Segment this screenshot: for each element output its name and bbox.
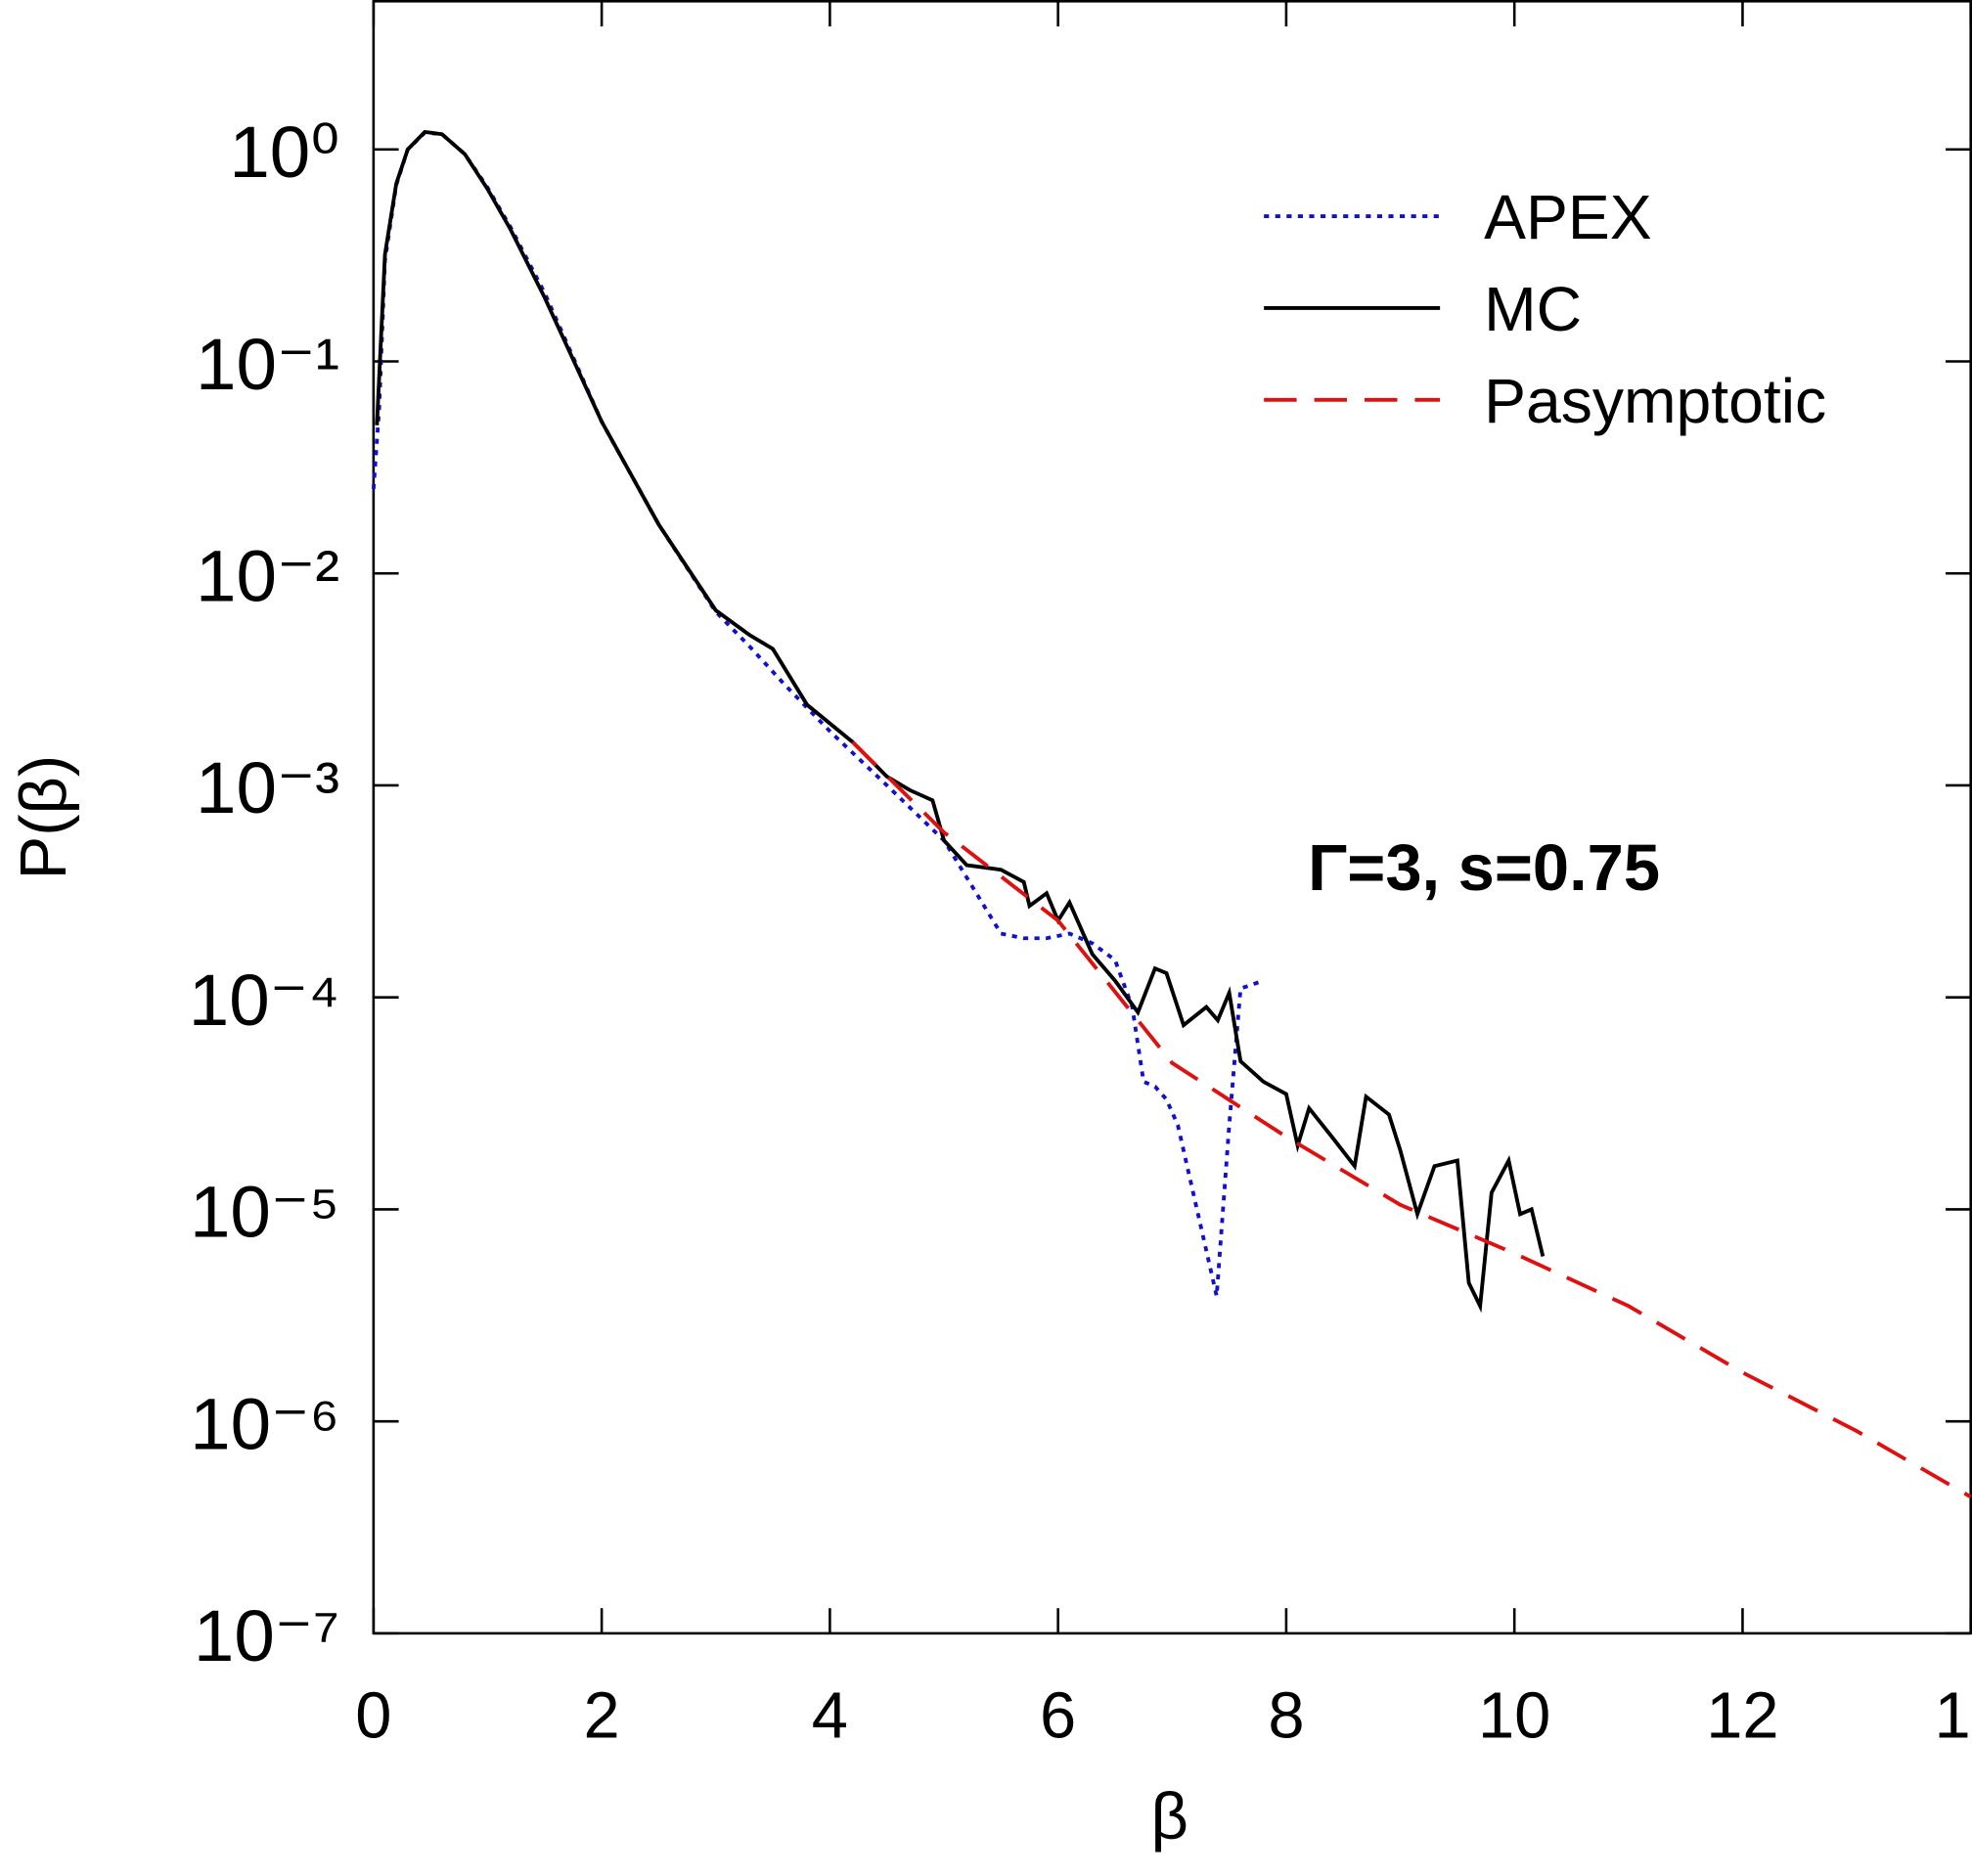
x-tick-label: 2 (584, 1679, 620, 1753)
legend-label: APEX (1484, 182, 1651, 252)
y-tick-label: 10⁻⁷ (194, 1595, 339, 1676)
x-tick-label: 4 (812, 1679, 848, 1753)
y-tick-label: 10⁻⁴ (189, 960, 339, 1041)
legend-label: MC (1484, 274, 1582, 344)
x-axis-label: β (1150, 1779, 1188, 1853)
annotation: Γ=3, s=0.75 (1308, 831, 1660, 905)
x-tick-label: 6 (1040, 1679, 1076, 1753)
plot-frame (372, 0, 1972, 1635)
x-tick-label: 0 (355, 1679, 391, 1753)
y-tick-label: 10⁻¹ (196, 324, 339, 405)
x-tick-label: 14 (1935, 1679, 1972, 1753)
y-tick-label: 10⁰ (229, 112, 339, 193)
series-line (851, 740, 1972, 1499)
x-tick-label: 8 (1268, 1679, 1304, 1753)
y-tick-label: 10⁻² (196, 536, 339, 617)
y-tick-label: 10⁻³ (196, 747, 339, 828)
y-axis-label: P(β) (7, 755, 80, 880)
y-tick-label: 10⁻⁶ (190, 1383, 339, 1464)
legend-label: Pasymptotic (1484, 366, 1826, 436)
y-tick-label: 10⁻⁵ (190, 1172, 339, 1253)
series-line (375, 129, 1546, 1314)
x-tick-label: 12 (1706, 1679, 1778, 1753)
x-tick-label: 10 (1478, 1679, 1550, 1753)
